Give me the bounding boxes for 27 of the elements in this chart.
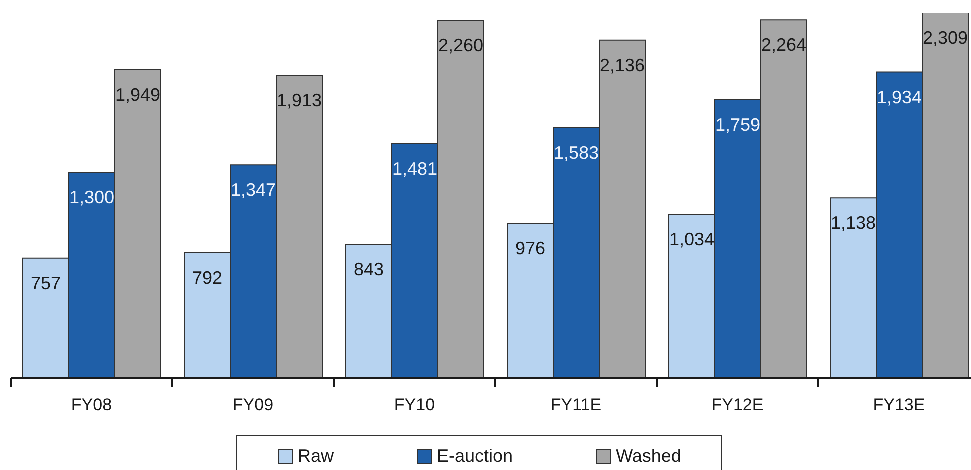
data-label: 1,949 bbox=[115, 84, 161, 105]
data-label: 1,300 bbox=[69, 188, 115, 208]
legend-label: E-auction bbox=[437, 446, 514, 466]
data-label: 2,264 bbox=[761, 35, 807, 56]
data-label: 792 bbox=[192, 268, 223, 288]
data-label: 1,481 bbox=[392, 158, 438, 179]
legend-label: Raw bbox=[298, 446, 334, 466]
data-label: 2,136 bbox=[600, 55, 646, 76]
data-label: 1,583 bbox=[554, 142, 600, 163]
data-label: 1,034 bbox=[669, 230, 715, 250]
data-label: 1,347 bbox=[230, 180, 276, 200]
legend-label: Washed bbox=[616, 446, 682, 466]
data-label: 1,913 bbox=[276, 90, 322, 111]
x-tick-label: FY13E bbox=[873, 396, 926, 414]
x-tick-label: FY09 bbox=[232, 396, 274, 414]
x-tick-label: FY10 bbox=[394, 396, 436, 414]
data-label: 1,934 bbox=[876, 87, 922, 108]
data-label: 843 bbox=[354, 260, 384, 280]
data-label: 2,309 bbox=[922, 28, 968, 48]
x-tick-label: FY11E bbox=[550, 396, 602, 414]
data-label: 1,759 bbox=[715, 114, 761, 135]
x-tick-label: FY12E bbox=[712, 396, 764, 414]
data-label: 757 bbox=[30, 273, 62, 294]
data-label: 1,138 bbox=[830, 213, 876, 234]
x-tick-label: FY08 bbox=[71, 396, 112, 414]
data-label: 976 bbox=[515, 238, 546, 259]
data-label: 2,260 bbox=[438, 36, 484, 56]
